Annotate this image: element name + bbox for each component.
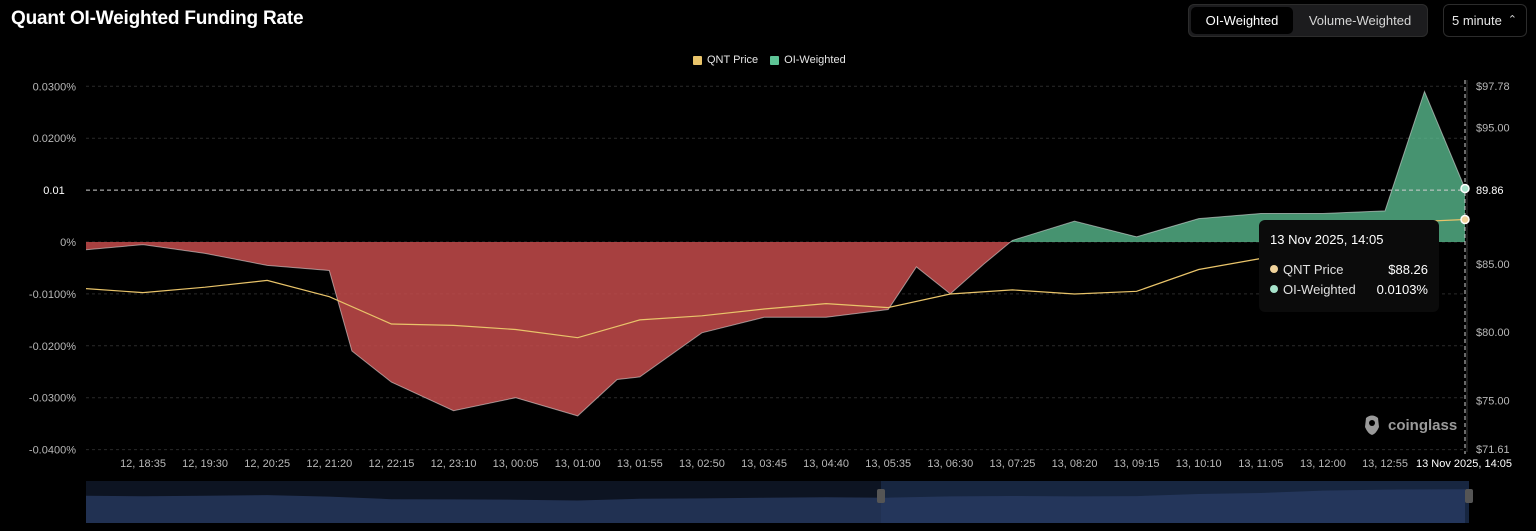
x-tick-label: 13, 03:45 bbox=[741, 458, 787, 470]
tooltip-label-oi: OI-Weighted bbox=[1283, 281, 1356, 297]
crosshair-x-label: 13 Nov 2025, 14:05 bbox=[1416, 458, 1512, 470]
y-left-tick-label: -0.0100% bbox=[29, 289, 76, 301]
coinglass-watermark: coinglass bbox=[1362, 414, 1457, 436]
legend-label-price: QNT Price bbox=[707, 54, 759, 66]
page-title: Quant OI-Weighted Funding Rate bbox=[11, 8, 304, 29]
y-right-tick-label: $71.61 bbox=[1476, 444, 1510, 456]
x-tick-label: 13, 01:00 bbox=[555, 458, 601, 470]
y-left-tick-label: 0.0300% bbox=[33, 81, 77, 93]
oi-weighted-negative-area[interactable] bbox=[86, 92, 1465, 416]
legend-swatch-oi bbox=[770, 55, 780, 65]
x-tick-label: 13, 05:35 bbox=[865, 458, 911, 470]
tooltip-value-price: $88.26 bbox=[1388, 261, 1428, 277]
chart-legend: QNT Price OI-Weighted bbox=[693, 54, 846, 66]
y-right-tick-label: $95.00 bbox=[1476, 123, 1510, 135]
x-tick-label: 13, 06:30 bbox=[927, 458, 973, 470]
x-tick-label: 13, 09:15 bbox=[1114, 458, 1160, 470]
interval-select[interactable]: 5 minute ⌃ bbox=[1443, 4, 1527, 37]
tooltip-row-price: QNT Price $88.26 bbox=[1270, 259, 1428, 279]
x-tick-label: 13, 02:50 bbox=[679, 458, 725, 470]
crosshair-right-label-bg bbox=[1468, 182, 1520, 199]
tooltip-value-oi: 0.0103% bbox=[1376, 281, 1428, 297]
tooltip-dot-oi bbox=[1270, 285, 1278, 293]
x-tick-label: 13, 11:05 bbox=[1238, 458, 1283, 470]
x-tick-label: 13, 00:05 bbox=[493, 458, 539, 470]
price-hover-point bbox=[1460, 214, 1470, 225]
y-right-tick-label: $97.78 bbox=[1476, 81, 1510, 93]
y-right-tick-label: $80.00 bbox=[1476, 327, 1510, 339]
x-tick-label: 13, 04:40 bbox=[803, 458, 849, 470]
x-tick-label: 13, 07:25 bbox=[989, 458, 1035, 470]
x-tick-label: 12, 21:20 bbox=[306, 458, 352, 470]
x-tick-label: 12, 23:10 bbox=[431, 458, 477, 470]
weighting-toggle: OI-Weighted Volume-Weighted bbox=[1188, 4, 1428, 37]
crosshair-left-label-bg bbox=[30, 182, 78, 199]
navigator-right-handle[interactable] bbox=[1465, 489, 1473, 503]
crosshair-right-label: 89.86 bbox=[1476, 185, 1504, 197]
chevron-updown-icon: ⌃ bbox=[1507, 14, 1517, 26]
y-left-tick-label: -0.0400% bbox=[29, 445, 76, 457]
crosshair-x-label-bg bbox=[1412, 454, 1516, 470]
y-left-tick-label: 0.0200% bbox=[33, 133, 77, 145]
volume-weighted-button[interactable]: Volume-Weighted bbox=[1308, 13, 1412, 28]
interval-value: 5 minute bbox=[1452, 13, 1502, 28]
legend-swatch-price bbox=[693, 55, 702, 65]
legend-label-oi: OI-Weighted bbox=[784, 54, 846, 66]
x-tick-label: 13, 10:10 bbox=[1176, 458, 1222, 470]
qnt-price-line bbox=[85, 218, 1466, 339]
coinglass-logo-icon bbox=[1365, 415, 1379, 435]
navigator-left-handle[interactable] bbox=[877, 489, 885, 503]
y-right-tick-label: $75.00 bbox=[1476, 395, 1510, 407]
tooltip-row-oi: OI-Weighted 0.0103% bbox=[1270, 279, 1428, 299]
crosshair-left-label: 0.01 bbox=[43, 185, 64, 197]
legend-item-oi[interactable]: OI-Weighted bbox=[770, 54, 846, 66]
y-left-tick-label: -0.0200% bbox=[29, 341, 76, 353]
x-tick-label: 13, 12:00 bbox=[1300, 458, 1346, 470]
x-tick-label: 12, 22:15 bbox=[368, 458, 414, 470]
y-right-tick-label: $85.00 bbox=[1476, 259, 1510, 271]
oi-weighted-hover-point bbox=[1460, 183, 1470, 194]
x-tick-label: 13, 12:55 bbox=[1362, 458, 1408, 470]
tooltip-dot-price bbox=[1270, 265, 1278, 273]
x-tick-label: 13, 01:55 bbox=[617, 458, 663, 470]
watermark-text: coinglass bbox=[1388, 416, 1458, 434]
tooltip-title: 13 Nov 2025, 14:05 bbox=[1270, 232, 1384, 247]
tooltip-label-price: QNT Price bbox=[1283, 261, 1344, 277]
x-tick-label: 12, 19:30 bbox=[182, 458, 228, 470]
oi-weighted-line bbox=[85, 90, 1466, 417]
navigator-area bbox=[86, 489, 1465, 523]
legend-item-price[interactable]: QNT Price bbox=[693, 54, 758, 66]
y-left-tick-label: 0% bbox=[60, 237, 76, 249]
x-tick-label: 12, 18:35 bbox=[120, 458, 166, 470]
y-left-tick-label: -0.0300% bbox=[29, 393, 76, 405]
x-tick-label: 12, 20:25 bbox=[244, 458, 290, 470]
x-tick-label: 13, 08:20 bbox=[1052, 458, 1098, 470]
oi-weighted-button[interactable]: OI-Weighted bbox=[1191, 7, 1293, 34]
tooltip: 13 Nov 2025, 14:05 QNT Price $88.26 OI-W… bbox=[1259, 220, 1439, 312]
